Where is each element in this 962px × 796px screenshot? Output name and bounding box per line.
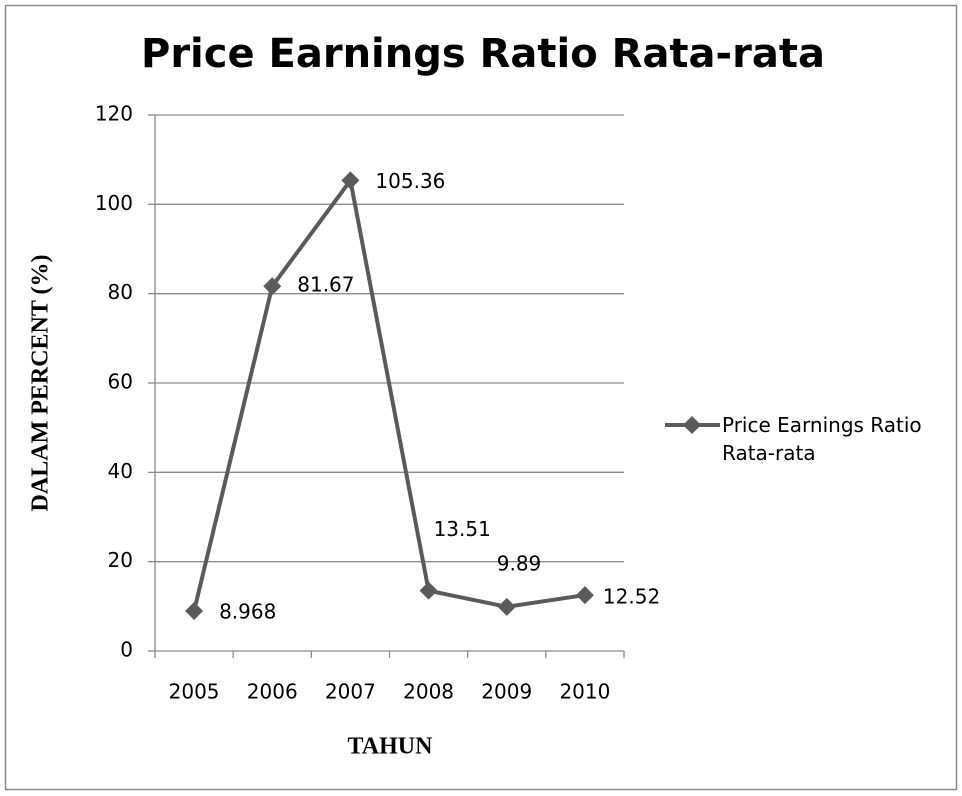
data-label: 12.52 bbox=[603, 585, 660, 609]
x-tick-label: 2010 bbox=[559, 680, 610, 704]
chart-title: Price Earnings Ratio Rata-rata bbox=[141, 31, 825, 77]
x-tick-label: 2006 bbox=[247, 680, 298, 704]
data-label: 81.67 bbox=[297, 273, 354, 297]
series-line bbox=[192, 178, 586, 612]
data-point bbox=[341, 171, 360, 190]
y-tick-label: 100 bbox=[95, 191, 133, 215]
data-label: 13.51 bbox=[434, 517, 491, 541]
data-label: 8.968 bbox=[219, 599, 276, 623]
y-tick-label: 60 bbox=[108, 370, 133, 394]
y-tick-label: 120 bbox=[95, 102, 133, 126]
y-tick-label: 40 bbox=[108, 459, 133, 483]
x-tick-label: 2008 bbox=[403, 680, 454, 704]
legend-label: Price Earnings Ratio Rata-rata bbox=[722, 413, 922, 465]
data-point bbox=[263, 277, 282, 296]
data-point bbox=[419, 581, 438, 600]
y-axis-label: DALAM PERCENT (%) bbox=[28, 255, 54, 512]
data-point bbox=[575, 586, 594, 605]
y-tick-label: 80 bbox=[108, 280, 133, 304]
legend-marker bbox=[683, 416, 701, 434]
x-tick-label: 2005 bbox=[169, 680, 220, 704]
x-axis-label: TAHUN bbox=[348, 734, 434, 760]
data-point bbox=[497, 597, 516, 616]
data-label: 105.36 bbox=[375, 169, 445, 193]
x-tick-label: 2007 bbox=[325, 680, 376, 704]
y-tick-label: 0 bbox=[120, 638, 133, 662]
x-tick-label: 2009 bbox=[481, 680, 532, 704]
data-label: 9.89 bbox=[497, 551, 542, 575]
chart-border bbox=[4, 4, 958, 791]
data-point bbox=[185, 601, 204, 620]
y-tick-label: 20 bbox=[108, 548, 133, 572]
